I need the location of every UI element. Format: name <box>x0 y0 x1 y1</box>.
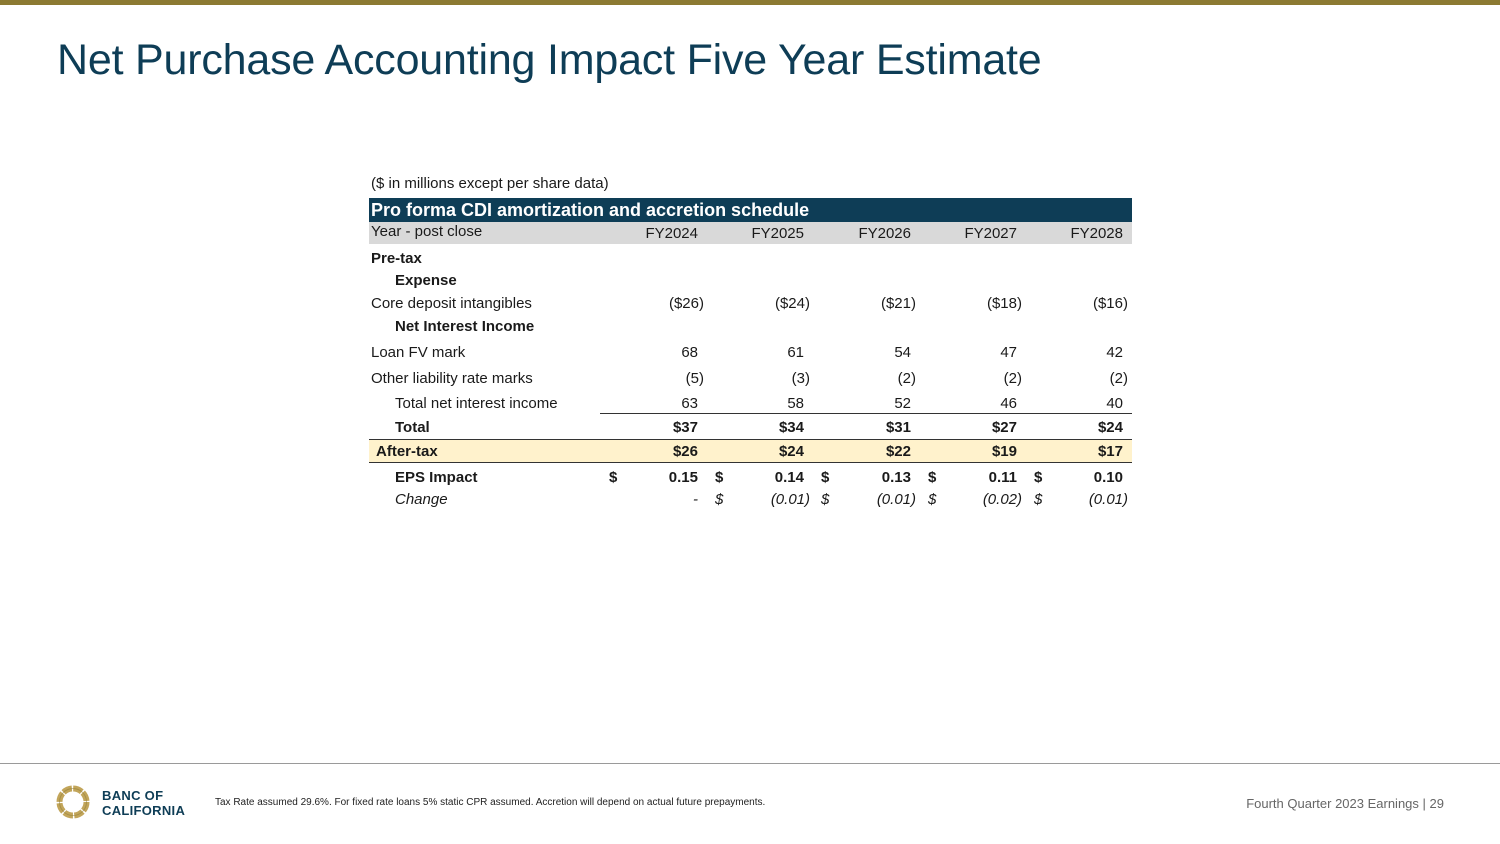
table-cell: (0.01) <box>876 491 916 508</box>
table-cell: $22 <box>885 443 911 460</box>
table-cell: 0.14 <box>774 469 804 486</box>
brand-name: BANC OF CALIFORNIA <box>102 788 185 818</box>
table-row: Change - $ (0.01) $ (0.01) $ (0.02) $ (0… <box>369 487 1132 509</box>
year-label: Year - post close <box>371 223 483 240</box>
table-cell: 61 <box>787 344 804 361</box>
row-label: EPS Impact <box>395 469 478 486</box>
year-fy2026: FY2026 <box>858 225 911 242</box>
table-cell: ($24) <box>774 295 810 312</box>
footer-divider <box>0 763 1500 764</box>
year-fy2027: FY2027 <box>964 225 1017 242</box>
table-cell: - <box>693 491 698 508</box>
currency-symbol: $ <box>715 469 724 486</box>
table-cell: (0.01) <box>1088 491 1128 508</box>
table-cell: 0.15 <box>668 469 698 486</box>
table-row: EPS Impact $ 0.15 $ 0.14 $ 0.13 $ 0.11 $… <box>369 463 1132 487</box>
table-cell: (3) <box>791 370 810 387</box>
table-row: Total $37 $34 $31 $27 $24 <box>369 414 1132 440</box>
table-cell: 40 <box>1106 395 1123 412</box>
nii-label: Net Interest Income <box>395 318 535 335</box>
table-cell: 54 <box>894 344 911 361</box>
currency-symbol: $ <box>928 491 937 508</box>
page-footer-label: Fourth Quarter 2023 Earnings | 29 <box>1246 796 1444 811</box>
table-cell: 42 <box>1106 344 1123 361</box>
table-cell: (5) <box>685 370 704 387</box>
table-cell: 63 <box>681 395 698 412</box>
table-cell: $37 <box>672 419 698 436</box>
brand-line-1: BANC OF <box>102 788 164 803</box>
footnote: Tax Rate assumed 29.6%. For fixed rate l… <box>215 797 766 808</box>
table-cell: 68 <box>681 344 698 361</box>
row-label: Other liability rate marks <box>371 370 533 387</box>
cdi-schedule-table: Pro forma CDI amortization and accretion… <box>369 198 1132 509</box>
table-cell: $24 <box>1097 419 1123 436</box>
currency-symbol: $ <box>821 491 830 508</box>
year-fy2025: FY2025 <box>751 225 804 242</box>
table-cell: ($18) <box>986 295 1022 312</box>
table-header: Pro forma CDI amortization and accretion… <box>371 200 810 220</box>
pretax-section-row: Pre-tax <box>369 244 1132 267</box>
row-label: Total <box>395 419 430 436</box>
top-accent-bar <box>0 0 1500 5</box>
table-cell: (2) <box>897 370 916 387</box>
bank-logo-icon <box>56 785 90 819</box>
table-row: Loan FV mark 68 61 54 47 42 <box>369 337 1132 363</box>
row-label: Loan FV mark <box>371 344 466 361</box>
report-label: Fourth Quarter 2023 Earnings | <box>1246 796 1426 811</box>
table-row: Total net interest income 63 58 52 46 40 <box>369 389 1132 414</box>
table-header-row: Pro forma CDI amortization and accretion… <box>369 198 1132 222</box>
table-cell: $24 <box>778 443 804 460</box>
table-cell: $34 <box>778 419 804 436</box>
currency-symbol: $ <box>715 491 724 508</box>
table-row: Other liability rate marks (5) (3) (2) (… <box>369 363 1132 389</box>
units-note: ($ in millions except per share data) <box>371 175 609 192</box>
currency-symbol: $ <box>1034 491 1043 508</box>
table-cell: $26 <box>672 443 698 460</box>
currency-symbol: $ <box>1034 469 1043 486</box>
table-cell: (2) <box>1003 370 1022 387</box>
slide-title: Net Purchase Accounting Impact Five Year… <box>57 36 1042 84</box>
table-row: Core deposit intangibles ($26) ($24) ($2… <box>369 290 1132 313</box>
table-cell: 52 <box>894 395 911 412</box>
year-fy2024: FY2024 <box>645 225 698 242</box>
table-cell: ($16) <box>1092 295 1128 312</box>
table-row: After-tax $26 $24 $22 $19 $17 <box>369 440 1132 463</box>
year-fy2028: FY2028 <box>1070 225 1123 242</box>
expense-label: Expense <box>395 272 457 289</box>
row-label: Total net interest income <box>395 395 558 412</box>
row-label: After-tax <box>376 443 438 460</box>
page-number: 29 <box>1429 796 1444 811</box>
table-cell: (2) <box>1109 370 1128 387</box>
table-cell: (0.02) <box>982 491 1022 508</box>
table-cell: 46 <box>1000 395 1017 412</box>
currency-symbol: $ <box>609 469 618 486</box>
table-cell: $27 <box>991 419 1017 436</box>
table-cell: 0.13 <box>881 469 911 486</box>
table-cell: ($21) <box>880 295 916 312</box>
currency-symbol: $ <box>928 469 937 486</box>
table-cell: ($26) <box>668 295 704 312</box>
currency-symbol: $ <box>821 469 830 486</box>
year-header-row: Year - post close FY2024 FY2025 FY2026 F… <box>369 222 1132 244</box>
row-label: Core deposit intangibles <box>371 295 532 312</box>
table-cell: $31 <box>885 419 911 436</box>
table-cell: 0.11 <box>988 469 1017 486</box>
nii-section-row: Net Interest Income <box>369 313 1132 337</box>
pretax-label: Pre-tax <box>371 250 422 267</box>
table-cell: $19 <box>991 443 1017 460</box>
table-cell: 47 <box>1000 344 1017 361</box>
row-label: Change <box>395 491 448 508</box>
table-cell: 0.10 <box>1093 469 1123 486</box>
table-cell: (0.01) <box>770 491 810 508</box>
table-cell: $17 <box>1097 443 1123 460</box>
expense-section-row: Expense <box>369 267 1132 290</box>
brand-line-2: CALIFORNIA <box>102 803 186 818</box>
table-cell: 58 <box>787 395 804 412</box>
